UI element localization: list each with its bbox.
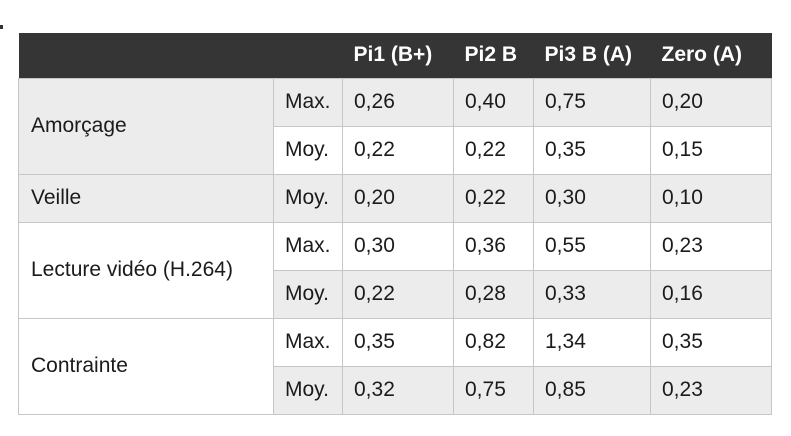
value-cell: 0,35 <box>342 317 454 367</box>
value-cell: 0,35 <box>650 317 772 367</box>
stat-label-cell: Moy. <box>273 365 343 415</box>
value-cell: 0,22 <box>453 125 534 175</box>
value-cell: 0,36 <box>453 221 534 271</box>
column-header-zero: Zero (A) <box>650 33 772 78</box>
value-cell: 0,28 <box>453 269 534 319</box>
column-header-pi1: Pi1 (B+) <box>342 33 454 78</box>
header-row: Pi1 (B+) Pi2 B Pi3 B (A) Zero (A) <box>18 33 772 78</box>
stat-label-cell: Moy. <box>273 269 343 319</box>
value-cell: 0,23 <box>650 365 772 415</box>
value-cell: 0,30 <box>533 173 651 223</box>
power-consumption-table: Pi1 (B+) Pi2 B Pi3 B (A) Zero (A) Amorça… <box>18 33 772 415</box>
row-group-label: Veille <box>18 173 274 223</box>
value-cell: 0,32 <box>342 365 454 415</box>
header-empty-cell <box>18 33 343 78</box>
column-header-pi2: Pi2 B <box>453 33 534 78</box>
table-row: Contrainte Max. 0,35 0,82 1,34 0,35 <box>18 317 772 415</box>
table-row: Veille Moy. 0,20 0,22 0,30 0,10 <box>18 173 772 223</box>
table-row: Amorçage Max. 0,26 0,40 0,75 0,20 <box>18 77 772 175</box>
value-cell: 0,22 <box>342 125 454 175</box>
value-cell: 0,15 <box>650 125 772 175</box>
value-cell: 0,30 <box>342 221 454 271</box>
value-cell: 0,33 <box>533 269 651 319</box>
table-row: Lecture vidéo (H.264) Max. 0,30 0,36 0,55 0,2… <box>18 221 772 319</box>
column-header-pi3: Pi3 B (A) <box>533 33 651 78</box>
stat-label-cell: Moy. <box>273 125 343 175</box>
value-cell: 0,22 <box>342 269 454 319</box>
stat-label-cell: Moy. <box>273 173 343 223</box>
value-cell: 0,23 <box>650 221 772 271</box>
value-cell: 0,75 <box>533 77 651 127</box>
stat-label-cell: Max. <box>273 221 343 271</box>
value-cell: 0,10 <box>650 173 772 223</box>
stat-label-cell: Max. <box>273 77 343 127</box>
value-cell: 0,40 <box>453 77 534 127</box>
value-cell: 0,20 <box>650 77 772 127</box>
value-cell: 0,85 <box>533 365 651 415</box>
value-cell: 0,26 <box>342 77 454 127</box>
row-group-label: Lecture vidéo (H.264) <box>18 221 274 319</box>
value-cell: 0,22 <box>453 173 534 223</box>
value-cell: 0,20 <box>342 173 454 223</box>
value-cell: 0,16 <box>650 269 772 319</box>
table-body: Amorçage Max. 0,26 0,40 0,75 0,20 Moy. 0,22 0,22… <box>18 77 772 415</box>
value-cell: 1,34 <box>533 317 651 367</box>
value-cell: 0,55 <box>533 221 651 271</box>
stat-label-cell: Max. <box>273 317 343 367</box>
table-row: Moy. 0,22 0,28 0,33 0,16 <box>19 269 772 319</box>
value-cell: 0,75 <box>453 365 534 415</box>
value-cell: 0,35 <box>533 125 651 175</box>
row-group-label: Contrainte <box>18 317 274 415</box>
table-row: Moy. 0,32 0,75 0,85 0,23 <box>19 365 772 415</box>
left-edge-mark <box>0 25 3 29</box>
table-row: Moy. 0,22 0,22 0,35 0,15 <box>19 125 772 175</box>
value-cell: 0,82 <box>453 317 534 367</box>
row-group-label: Amorçage <box>18 77 274 175</box>
